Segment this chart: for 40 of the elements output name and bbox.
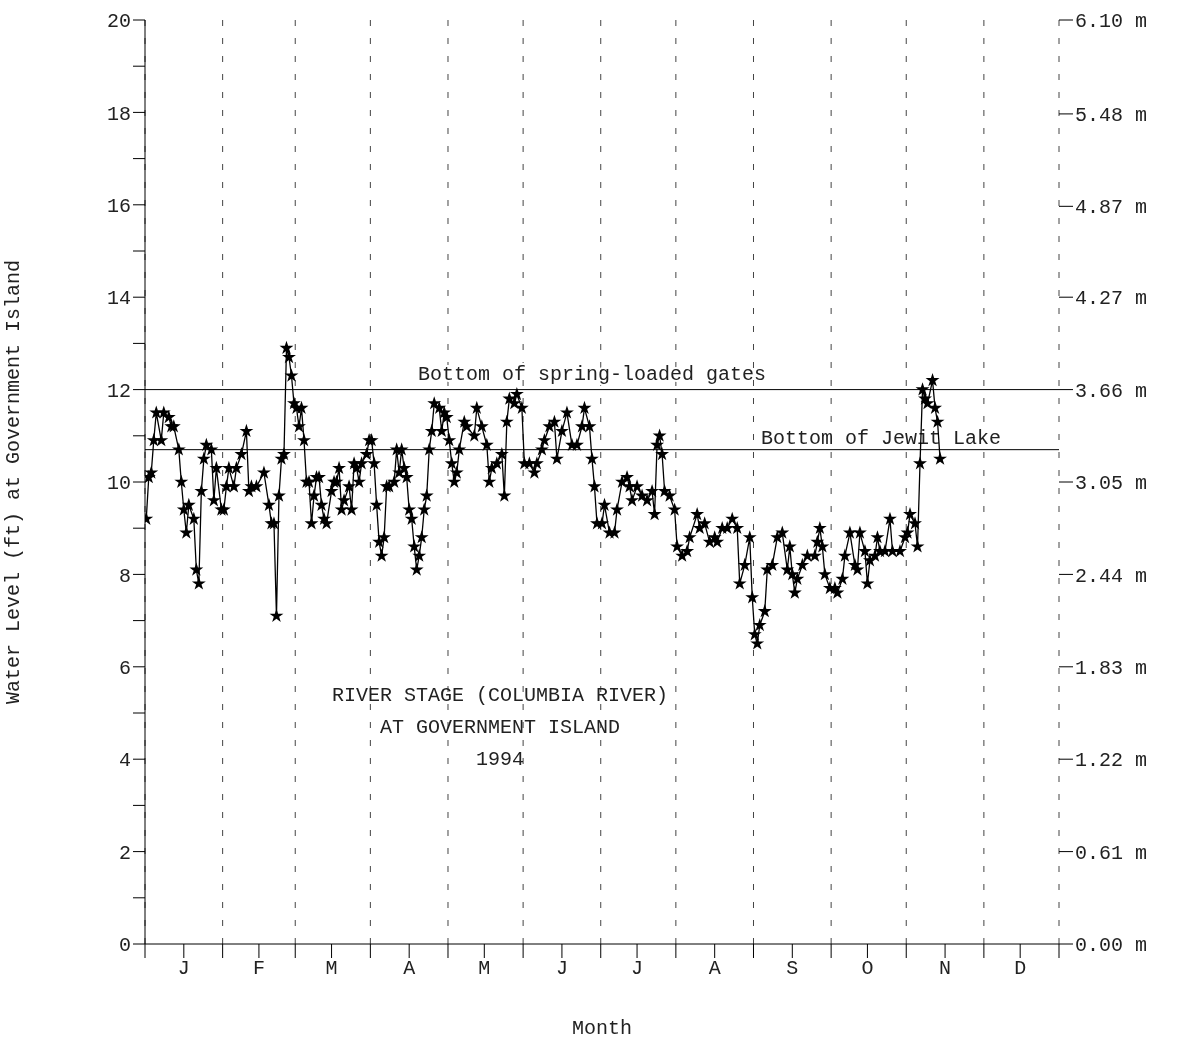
y2-tick-label: 2.44 m (1075, 564, 1148, 588)
x-tick-label: J (177, 957, 190, 981)
y-axis-title: Water Level (ft) at Government Island (2, 259, 26, 705)
x-tick-label: A (708, 957, 721, 981)
y-tick-label: 0 (118, 934, 131, 958)
y-tick-label: 16 (106, 194, 131, 218)
y2-tick-label: 6.10 m (1075, 10, 1148, 34)
y-tick-label: 12 (106, 379, 131, 403)
x-axis-title: Month (571, 1017, 633, 1040)
x-tick-label: J (555, 957, 568, 981)
ref-line-label: Bottom of spring-loaded gates (417, 362, 767, 386)
y-tick-label: 10 (106, 472, 131, 496)
y-tick-label: 18 (106, 102, 131, 126)
y-tick-label: 2 (118, 841, 131, 865)
y-tick-label: 8 (118, 564, 131, 588)
x-tick-label: O (861, 957, 874, 981)
x-tick-label: F (252, 957, 265, 981)
annotation: AT GOVERNMENT ISLAND (378, 715, 621, 741)
y2-tick-label: 3.05 m (1075, 472, 1148, 496)
y2-tick-label: 3.66 m (1075, 379, 1148, 403)
y-tick-label: 6 (118, 656, 131, 680)
x-tick-label: M (478, 957, 491, 981)
y-tick-label: 20 (106, 10, 131, 34)
x-tick-label: N (939, 957, 952, 981)
y2-tick-label: 5.48 m (1075, 104, 1148, 128)
y-tick-label: 4 (118, 749, 131, 773)
x-tick-label: J (631, 957, 644, 981)
x-tick-label: M (325, 957, 338, 981)
annotation: 1994 (475, 747, 525, 773)
y-tick-label: 14 (106, 287, 131, 311)
y2-tick-label: 0.61 m (1075, 841, 1148, 865)
x-tick-label: S (786, 957, 799, 981)
y2-tick-label: 1.83 m (1075, 656, 1148, 680)
annotation: RIVER STAGE (COLUMBIA RIVER) (330, 683, 670, 709)
y2-tick-label: 4.27 m (1075, 287, 1148, 311)
y2-tick-label: 0.00 m (1075, 934, 1148, 958)
x-tick-label: D (1014, 957, 1027, 981)
y2-tick-label: 4.87 m (1075, 196, 1148, 220)
x-tick-label: A (403, 957, 416, 981)
y2-tick-label: 1.22 m (1075, 749, 1148, 773)
